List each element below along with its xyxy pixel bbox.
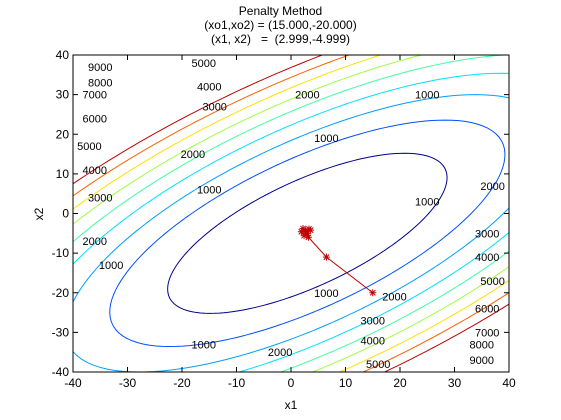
contour-5000: [73, 55, 509, 372]
contour-label: 1000: [314, 288, 338, 300]
x-tick-label: 30: [448, 376, 462, 390]
path-point: [322, 253, 330, 261]
contour-label: 5000: [480, 276, 504, 288]
path-cluster-point: [297, 228, 305, 236]
contour-3000: [73, 94, 509, 372]
contour-label: 4000: [197, 82, 221, 94]
contour-labels: 1000 1000 1000 1000 1000 1000 1000 2000 2000 2000…: [77, 58, 505, 371]
y-tick-label: -10: [52, 246, 70, 260]
chart-subtitle-start: (xo1,xo2) = (15.000,-20.000): [204, 18, 357, 32]
contour-label: 4000: [361, 335, 385, 347]
contour-label: 2000: [382, 292, 406, 304]
y-tick-label: -20: [52, 286, 70, 300]
x-tick-label: -20: [173, 376, 191, 390]
optimization-path: [297, 225, 377, 297]
contour-label: 6000: [475, 304, 499, 316]
contour-label: 5000: [366, 359, 390, 371]
x-tick-label: 40: [502, 376, 516, 390]
contour-label: 8000: [470, 339, 494, 351]
path-point: [369, 289, 377, 297]
contour-label: 6000: [83, 113, 107, 125]
y-tick-label: 20: [56, 127, 70, 141]
chart-subtitle-result: (x1, x2) = (2.999,-4.999): [210, 32, 351, 46]
contour-label: 1000: [415, 197, 439, 209]
contour-label: 9000: [470, 355, 494, 367]
contour-1000: [167, 152, 448, 314]
contour-label: 9000: [88, 62, 112, 74]
contour-7000: [73, 55, 509, 372]
contour-label: 2000: [268, 347, 292, 359]
y-axis-label: x2: [32, 207, 46, 220]
contour-label: 1000: [197, 185, 221, 197]
contour-label: 5000: [192, 58, 216, 70]
contour-label: 1000: [415, 90, 439, 102]
contour-label: 2000: [83, 236, 107, 248]
x-tick-label: -10: [228, 376, 246, 390]
y-tick-label: 40: [56, 48, 70, 62]
path-line: [305, 232, 374, 294]
contour-label: 3000: [88, 193, 112, 205]
contour-label: 3000: [202, 102, 226, 114]
axis-ticks: -40 -30 -20 -10 0 10 20 30 40 -40 -30 -20 -10 0 10 20 30…: [52, 48, 516, 390]
x-axis-label: x1: [285, 398, 298, 412]
contour-label: 3000: [475, 228, 499, 240]
contour-label: 5000: [77, 141, 101, 153]
y-tick-label: -30: [52, 325, 70, 339]
contour-label: 2000: [181, 149, 205, 161]
contour-2000: [109, 119, 506, 348]
contour-label: 3000: [361, 315, 385, 327]
x-tick-label: 10: [339, 376, 353, 390]
y-tick-label: 30: [56, 88, 70, 102]
y-tick-label: -40: [52, 365, 70, 379]
x-tick-label: 20: [393, 376, 407, 390]
contour-label: 4000: [83, 165, 107, 177]
path-cluster-point: [302, 227, 310, 235]
y-tick-label: 0: [62, 207, 69, 221]
y-tick-label: 10: [56, 167, 70, 181]
contour-8000: [73, 55, 509, 372]
contour-label: 4000: [475, 252, 499, 264]
chart-title: Penalty Method: [238, 4, 323, 18]
x-tick-label: 0: [288, 376, 295, 390]
contour-label: 2000: [295, 90, 319, 102]
plot-frame: [72, 54, 510, 373]
contour-label: 1000: [192, 339, 216, 351]
contour-label: 8000: [88, 78, 112, 90]
contour-label: 7000: [83, 90, 107, 102]
contour-label: 7000: [475, 327, 499, 339]
contour-label: 1000: [314, 133, 338, 145]
x-tick-label: -30: [119, 376, 137, 390]
contour-6000: [73, 55, 509, 372]
contour-label: 2000: [480, 181, 504, 193]
contour-4000: [73, 72, 509, 372]
x-tick-label: -40: [64, 376, 82, 390]
contour-label: 1000: [99, 260, 123, 272]
path-cluster-point: [305, 225, 313, 233]
